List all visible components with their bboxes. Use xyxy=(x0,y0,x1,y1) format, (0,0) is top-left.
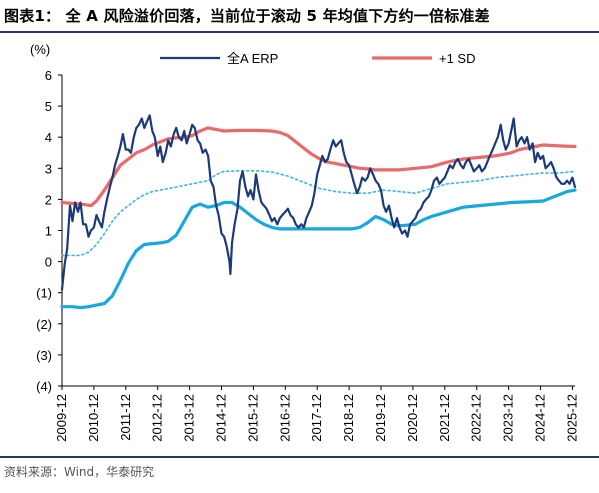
x-tick-label: 2011-12 xyxy=(118,394,133,441)
x-tick-label: 2017-12 xyxy=(309,394,324,442)
y-unit-label: (%) xyxy=(30,42,50,57)
x-tick-label: 2015-12 xyxy=(245,394,260,442)
x-tick-label: 2019-12 xyxy=(373,394,388,442)
x-tick-label: 2024-12 xyxy=(533,394,548,442)
erp-line xyxy=(60,114,577,291)
erp-line-chart: (%) 6 5 4 3 2 1 0 (1) (2) (3) (4) 2009-12 2010-12 201… xyxy=(30,42,579,442)
x-tick-label: 2014-12 xyxy=(214,394,229,442)
y-tick-label: (1) xyxy=(36,286,52,301)
y-tick-label: (3) xyxy=(36,348,52,363)
x-tick-label: 2020-12 xyxy=(405,394,420,442)
series-layer xyxy=(60,114,577,310)
mean-line xyxy=(61,170,576,257)
source-note: 资料来源：Wind，华泰研究 xyxy=(4,465,155,479)
y-tick-label: 1 xyxy=(45,224,52,239)
title-rule xyxy=(0,31,599,33)
y-tick-label: (2) xyxy=(36,317,52,332)
x-tick-label: 2010-12 xyxy=(86,394,101,442)
x-tick-label: 2016-12 xyxy=(277,394,292,442)
chart-title: 图表1： 全 A 风险溢价回落，当前位于滚动 5 年均值下方约一倍标准差 xyxy=(4,7,490,25)
legend: 全A ERP +1 SD xyxy=(160,51,476,66)
x-tick-label: 2021-12 xyxy=(437,394,452,442)
legend-plus1sd-label: +1 SD xyxy=(439,51,476,66)
plus-1sd-line xyxy=(60,126,577,208)
y-tick-label: 0 xyxy=(45,255,52,270)
minus-1sd-line xyxy=(60,188,577,310)
x-tick-label: 2009-12 xyxy=(54,394,69,442)
x-axis: 2009-12 2010-12 2011-12 2012-12 2013-12 2014-… xyxy=(54,385,579,442)
x-tick-label: 2018-12 xyxy=(341,394,356,442)
x-tick-label: 2022-12 xyxy=(469,394,484,442)
x-tick-label: 2012-12 xyxy=(150,394,165,442)
x-tick-label: 2025-12 xyxy=(564,394,579,442)
y-tick-label: 2 xyxy=(45,192,52,207)
y-tick-label: (4) xyxy=(36,379,52,394)
y-tick-label: 6 xyxy=(45,68,52,83)
y-tick-label: 5 xyxy=(45,99,52,114)
y-tick-label: 4 xyxy=(45,130,52,145)
footer-rule xyxy=(0,456,599,458)
y-tick-label: 3 xyxy=(45,161,52,176)
y-axis: (%) 6 5 4 3 2 1 0 (1) (2) (3) (4) xyxy=(30,42,63,394)
x-tick-label: 2013-12 xyxy=(182,394,197,442)
x-tick-label: 2023-12 xyxy=(501,394,516,442)
legend-erp-label: 全A ERP xyxy=(227,51,278,66)
